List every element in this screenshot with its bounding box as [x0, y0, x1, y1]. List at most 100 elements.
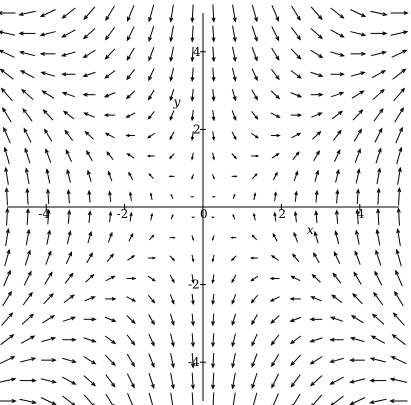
field-arrow-head: [31, 378, 37, 383]
field-arrow-head: [4, 166, 9, 173]
field-arrow: [350, 397, 366, 405]
field-arrow-head: [172, 236, 176, 239]
field-arrow-head: [4, 187, 9, 193]
field-arrow: [270, 315, 280, 324]
field-arrow-head: [296, 54, 302, 60]
field-arrow: [356, 209, 359, 225]
field-arrow-head: [104, 35, 110, 41]
field-arrow-head: [355, 208, 360, 214]
field-arrow: [251, 294, 258, 303]
field-arrow-head: [318, 53, 324, 59]
field-arrow: [105, 27, 116, 40]
field-arrow: [330, 376, 344, 385]
field-arrow-head: [47, 229, 51, 235]
field-arrow-head: [231, 300, 235, 305]
field-arrow: [251, 353, 258, 367]
field-arrow-head: [26, 228, 31, 234]
field-arrow-head: [211, 238, 214, 241]
field-arrow: [330, 29, 344, 38]
field-arrow: [40, 31, 56, 36]
field-arrow-head: [211, 363, 216, 369]
field-arrow-head: [401, 68, 407, 74]
field-arrow: [83, 6, 96, 20]
field-arrow-head: [47, 250, 52, 256]
field-arrow-head: [356, 168, 361, 174]
field-arrow: [231, 89, 237, 101]
field-arrow-head: [130, 362, 136, 368]
field-arrow: [104, 70, 116, 79]
field-arrow: [41, 71, 56, 77]
field-arrow-head: [276, 114, 281, 118]
field-arrow-head: [391, 333, 397, 339]
field-arrow: [20, 357, 36, 363]
field-arrow-head: [5, 228, 10, 234]
field-arrow: [232, 25, 236, 42]
field-arrow-head: [147, 115, 152, 120]
field-arrow: [251, 4, 258, 22]
field-arrow-head: [289, 297, 295, 301]
field-arrow-head: [87, 189, 92, 195]
field-arrow: [331, 316, 344, 322]
field-arrow-head: [251, 234, 255, 238]
field-arrow: [45, 149, 52, 163]
field-arrow-head: [231, 320, 236, 327]
field-arrow-head: [294, 190, 298, 196]
field-arrow: [350, 378, 366, 383]
field-arrow-head: [61, 72, 67, 77]
field-arrow: [212, 313, 215, 326]
field-arrow: [271, 255, 279, 261]
field-arrow: [393, 312, 405, 326]
field-arrow: [63, 110, 75, 120]
field-arrow-head: [31, 400, 37, 405]
field-arrow-head: [108, 190, 112, 196]
field-arrow-head: [190, 196, 193, 198]
field-arrow-head: [249, 256, 254, 260]
field-arrow-head: [110, 382, 116, 388]
field-arrow-head: [170, 341, 175, 348]
field-arrow-head: [233, 156, 238, 160]
field-arrow: [148, 68, 155, 81]
field-arrow: [250, 275, 259, 282]
field-arrow: [46, 230, 51, 245]
field-arrow-head: [169, 76, 174, 82]
field-arrow-head: [309, 317, 315, 322]
field-arrow: [126, 68, 135, 80]
field-arrow-head: [310, 296, 316, 300]
field-arrow-head: [169, 56, 174, 63]
field-arrow: [232, 4, 236, 22]
field-arrow-head: [400, 87, 406, 93]
field-arrow-head: [395, 248, 400, 254]
field-arrow-head: [88, 230, 93, 237]
field-arrow: [2, 291, 12, 307]
field-arrow: [26, 188, 29, 205]
y-tick-label: -4: [188, 355, 200, 369]
field-arrow-head: [213, 196, 216, 198]
field-arrow: [147, 132, 156, 139]
field-arrow-head: [394, 290, 399, 296]
field-arrow-head: [111, 275, 116, 280]
field-arrow-head: [46, 188, 51, 194]
field-arrow: [0, 49, 15, 58]
field-arrow: [66, 231, 71, 245]
field-arrow: [127, 255, 135, 261]
field-arrow: [290, 316, 302, 322]
field-arrow: [270, 112, 280, 118]
field-arrow-head: [104, 74, 110, 79]
field-arrow-head: [171, 258, 176, 262]
field-arrow: [350, 71, 365, 77]
field-arrow-head: [126, 152, 131, 157]
field-arrow: [191, 293, 194, 304]
field-arrow: [231, 313, 237, 325]
field-arrow: [64, 130, 74, 141]
field-arrow-head: [103, 113, 109, 117]
field-arrow: [126, 26, 135, 41]
field-arrow-head: [339, 14, 345, 19]
field-arrow-head: [253, 56, 258, 62]
field-arrow: [398, 208, 400, 226]
field-arrow: [396, 249, 402, 267]
field-arrow: [6, 188, 8, 206]
field-arrow: [126, 353, 135, 367]
field-arrow-head: [50, 336, 57, 341]
field-arrow: [191, 25, 194, 42]
field-arrow-head: [334, 209, 339, 215]
